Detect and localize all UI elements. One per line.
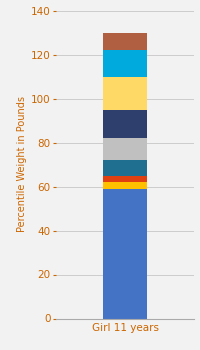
Bar (103, 77, 147, 110)
Bar (103, 110, 147, 138)
Bar (103, 175, 147, 182)
Bar (103, 33, 147, 50)
Bar (103, 160, 147, 175)
Bar (103, 50, 147, 77)
Bar (103, 189, 147, 318)
Bar (103, 138, 147, 160)
Y-axis label: Percentile Weight in Pounds: Percentile Weight in Pounds (17, 97, 27, 232)
Bar (103, 182, 147, 189)
